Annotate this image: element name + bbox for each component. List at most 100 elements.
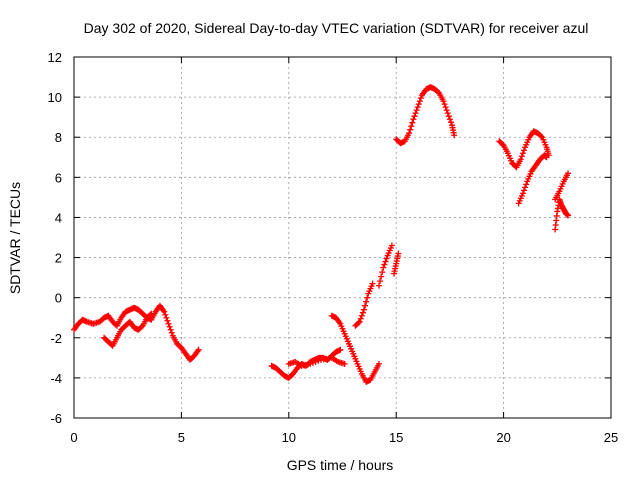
data-point-marker [409, 119, 416, 126]
data-point-marker [377, 278, 384, 285]
data-point-marker [312, 358, 319, 365]
data-point-marker [521, 147, 528, 154]
data-point-marker [407, 126, 414, 133]
data-point-marker [441, 101, 448, 108]
data-point-marker [519, 150, 526, 157]
data-point-marker [412, 110, 419, 117]
data-point-marker [417, 95, 424, 102]
data-point-marker [355, 319, 362, 326]
axis-ticks [73, 56, 612, 419]
data-point-marker [341, 360, 348, 367]
data-point-marker [443, 107, 450, 114]
data-point-marker [413, 107, 420, 114]
data-point-marker [161, 308, 168, 315]
data-point-marker [382, 258, 389, 265]
data-point-marker [168, 329, 175, 336]
data-point-marker [565, 170, 572, 177]
data-point-marker [440, 98, 447, 105]
y-tick-label: -4 [50, 371, 62, 386]
data-point-marker [380, 264, 387, 271]
data-point-marker [406, 130, 413, 137]
data-point-marker [415, 101, 422, 108]
data-point-marker [414, 104, 421, 111]
data-point-marker [165, 320, 172, 327]
data-point-marker [359, 309, 366, 316]
data-point-marker [147, 311, 154, 318]
data-point-marker [369, 280, 376, 287]
data-point-marker [565, 212, 572, 219]
y-tick-label: 12 [48, 50, 62, 65]
data-point-marker [522, 184, 529, 191]
y-tick-label: 6 [55, 170, 62, 185]
data-point-marker [376, 360, 383, 367]
data-point-marker [519, 190, 526, 197]
x-tick-label: 5 [178, 430, 185, 445]
data-point-marker [447, 119, 454, 126]
data-point-marker [138, 323, 145, 330]
data-point-marker [379, 269, 386, 276]
data-point-marker [523, 181, 530, 188]
data-point-marker [358, 312, 365, 319]
y-tick-label: 4 [55, 210, 62, 225]
data-point-marker [362, 302, 369, 309]
data-point-marker [388, 242, 395, 249]
data-point-marker [451, 132, 458, 139]
data-point-marker [521, 187, 528, 194]
data-point-marker [499, 141, 506, 148]
data-point-marker [444, 110, 451, 117]
grid-lines [74, 57, 611, 418]
data-point-marker [376, 282, 383, 289]
data-point-marker [356, 318, 363, 325]
data-point-marker [364, 294, 371, 301]
data-point-marker [518, 153, 525, 160]
data-point-marker [446, 116, 453, 123]
x-tick-label: 20 [496, 430, 510, 445]
y-tick-label: -2 [50, 331, 62, 346]
data-series-sdtvar [71, 84, 572, 385]
data-point-marker [410, 116, 417, 123]
y-tick-label: -6 [50, 411, 62, 426]
data-point-marker [383, 255, 390, 262]
data-point-marker [543, 154, 550, 161]
data-point-marker [538, 133, 545, 140]
y-axis-label: SDTVAR / TECUs [7, 182, 23, 294]
y-tick-label: 8 [55, 130, 62, 145]
data-point-marker [416, 98, 423, 105]
data-point-marker [195, 346, 202, 353]
x-tick-labels: 0 5 10 15 20 25 [70, 430, 618, 445]
x-axis-label: GPS time / hours [287, 457, 394, 473]
data-point-marker [381, 261, 388, 268]
x-tick-label: 15 [389, 430, 403, 445]
data-point-marker [162, 311, 169, 318]
y-tick-label: 0 [55, 291, 62, 306]
data-point-marker [360, 306, 367, 313]
data-point-marker [411, 113, 418, 120]
data-point-marker [408, 123, 415, 130]
data-point-marker [163, 314, 170, 321]
data-point-marker [357, 315, 364, 322]
plot-frame [73, 56, 612, 419]
data-point-marker [167, 326, 174, 333]
y-tick-labels: -6 -4 -2 0 2 4 6 8 10 12 [48, 50, 62, 426]
data-point-marker [164, 317, 171, 324]
x-tick-label: 10 [282, 430, 296, 445]
y-tick-label: 10 [48, 90, 62, 105]
chart-title: Day 302 of 2020, Sidereal Day-to-day VTE… [84, 20, 589, 36]
data-point-marker [363, 298, 370, 305]
data-point-marker [395, 250, 402, 257]
data-point-marker [445, 113, 452, 120]
data-point-marker [148, 310, 155, 317]
data-point-marker [337, 346, 344, 353]
x-tick-label: 0 [70, 430, 77, 445]
data-point-marker [307, 360, 314, 367]
data-point-marker [435, 89, 442, 96]
data-point-marker [166, 323, 173, 330]
data-point-marker [378, 273, 385, 280]
data-point-marker [315, 357, 322, 364]
x-tick-label: 25 [604, 430, 618, 445]
y-tick-label: 2 [55, 251, 62, 266]
data-point-marker [442, 104, 449, 111]
data-point-marker [309, 359, 316, 366]
data-point-marker [517, 156, 524, 163]
